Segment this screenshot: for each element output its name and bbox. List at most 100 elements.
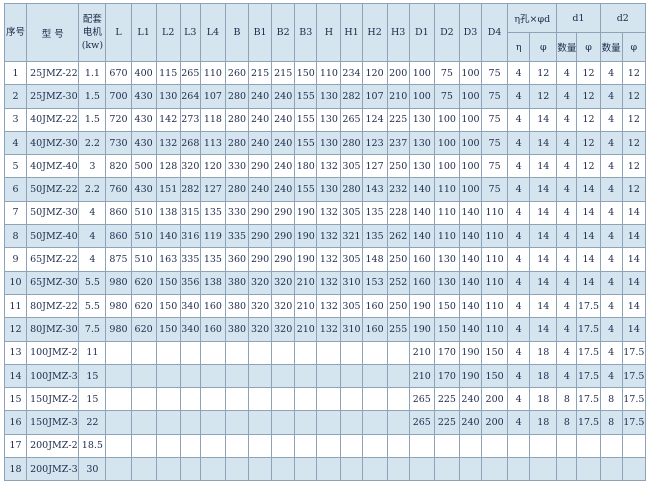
table-cell [155, 340, 181, 365]
table-cell: 380 [224, 293, 250, 319]
table-cell: 335 [224, 224, 250, 249]
table-cell: 150 [155, 317, 181, 342]
table-row: 16 150JMZ-30 22 265 225 240 200 4 18 8 17.5 8 17.5 [3, 410, 647, 435]
table-cell [130, 363, 157, 389]
table-cell: 8 [599, 387, 623, 412]
table-cell: 135 [361, 224, 388, 249]
table-row: 11 80JMZ-22 5.5 980 620 150 340 160 380 320 320 210… [3, 293, 647, 319]
table-cell: 10 [3, 270, 28, 295]
table-cell: 280 [224, 130, 250, 156]
table-cell: 17.5 [576, 387, 601, 412]
table-cell: 12 [621, 130, 647, 156]
table-cell: 4 [507, 107, 531, 132]
table-cell: 700 [105, 84, 132, 109]
table-cell: 40JMZ-22 [26, 107, 80, 132]
header-cell: L4 [199, 3, 226, 62]
table-cell: 170 [433, 340, 460, 365]
table-cell: 2 [3, 84, 28, 109]
table-cell: 17 [3, 433, 28, 459]
table-cell [105, 363, 132, 389]
table-cell [248, 363, 273, 389]
table-cell: 380 [224, 317, 250, 342]
table-cell [481, 433, 509, 459]
table-cell: 4 [599, 340, 623, 365]
table-cell: 65JMZ-30T [26, 270, 80, 295]
table-cell: 150 [294, 60, 318, 86]
table-cell [340, 457, 363, 482]
table-cell: 14 [529, 154, 558, 179]
table-cell: 40JMZ-30 [26, 130, 80, 156]
table-cell: 17.5 [621, 410, 647, 435]
table-cell: 11 [78, 340, 107, 365]
table-row: 7 50JMZ-30T 4 860 510 138 315 135 330 290 290 190 13… [3, 200, 647, 226]
table-cell: 210 [408, 340, 435, 365]
table-cell [130, 340, 157, 365]
page: 序号型 号配套电机(kw) L L1 L2 L3 L4 B B1 B2 B3 H H1 H2 H3 D1 D2… [0, 3, 650, 489]
table-cell: 4 [507, 130, 531, 156]
table-cell: 320 [248, 270, 273, 295]
table-cell [294, 410, 318, 435]
table-cell: 155 [294, 84, 318, 109]
table-cell: 234 [340, 60, 363, 86]
table-cell [199, 340, 226, 365]
table-cell: 215 [271, 60, 296, 86]
table-cell [316, 387, 342, 412]
table-cell [294, 457, 318, 482]
table-cell: 320 [271, 293, 296, 319]
table-cell: 240 [458, 410, 483, 435]
header-cell: D1 [408, 3, 435, 62]
table-cell [361, 387, 388, 412]
table-cell: 110 [433, 200, 460, 226]
table-cell: 130 [433, 247, 460, 272]
table-header: 序号型 号配套电机(kw) L L1 L2 L3 L4 B B1 B2 B3 H H1 H2 H3 D1 D2… [3, 3, 647, 62]
table-cell: 150 [481, 340, 509, 365]
table-cell: 14 [621, 293, 647, 319]
table-cell [130, 433, 157, 459]
table-cell: 980 [105, 270, 132, 295]
table-row: 18 200JMZ-30 30 [3, 457, 647, 482]
table-cell: 4 [556, 154, 578, 179]
table-cell: 14 [576, 200, 601, 226]
table-cell: 110 [481, 317, 509, 342]
table-cell: 264 [179, 84, 201, 109]
table-cell [386, 410, 410, 435]
table-cell: 280 [340, 177, 363, 202]
table-cell: 17.5 [576, 293, 601, 319]
table-cell: 14 [621, 270, 647, 295]
table-cell: 290 [248, 247, 273, 272]
table-cell: 100 [458, 60, 483, 86]
table-cell: 8 [556, 387, 578, 412]
table-cell: 290 [248, 154, 273, 179]
table-cell: 3 [3, 107, 28, 132]
table-cell: 321 [340, 224, 363, 249]
table-cell: 15 [3, 387, 28, 412]
table-cell: 12 [576, 60, 601, 86]
table-cell [155, 387, 181, 412]
table-cell [340, 433, 363, 459]
table-cell: 22 [78, 410, 107, 435]
table-cell [105, 387, 132, 412]
table-cell [271, 410, 296, 435]
table-cell: 150 [155, 293, 181, 319]
table-cell: 250 [386, 293, 410, 319]
table-cell [199, 433, 226, 459]
table-cell: 14 [576, 247, 601, 272]
table-cell: 4 [507, 84, 531, 109]
table-cell [386, 457, 410, 482]
table-cell: 140 [458, 247, 483, 272]
table-cell: 12 [576, 154, 601, 179]
table-cell: 210 [294, 293, 318, 319]
table-cell: 100 [408, 60, 435, 86]
table-cell: 100 [458, 177, 483, 202]
table-cell: 8 [556, 410, 578, 435]
table-cell: 14 [529, 130, 558, 156]
table-cell: 320 [248, 293, 273, 319]
table-cell: 14 [529, 107, 558, 132]
table-row: 1 25JMZ-22 1.1 670 400 115 265 110 260 215 215 150 1… [3, 60, 647, 86]
table-cell: 132 [316, 270, 342, 295]
table-cell [179, 387, 201, 412]
table-cell: 110 [481, 224, 509, 249]
table-cell: 290 [271, 200, 296, 226]
table-cell: 12 [621, 107, 647, 132]
header-cell: D3 [458, 3, 483, 62]
